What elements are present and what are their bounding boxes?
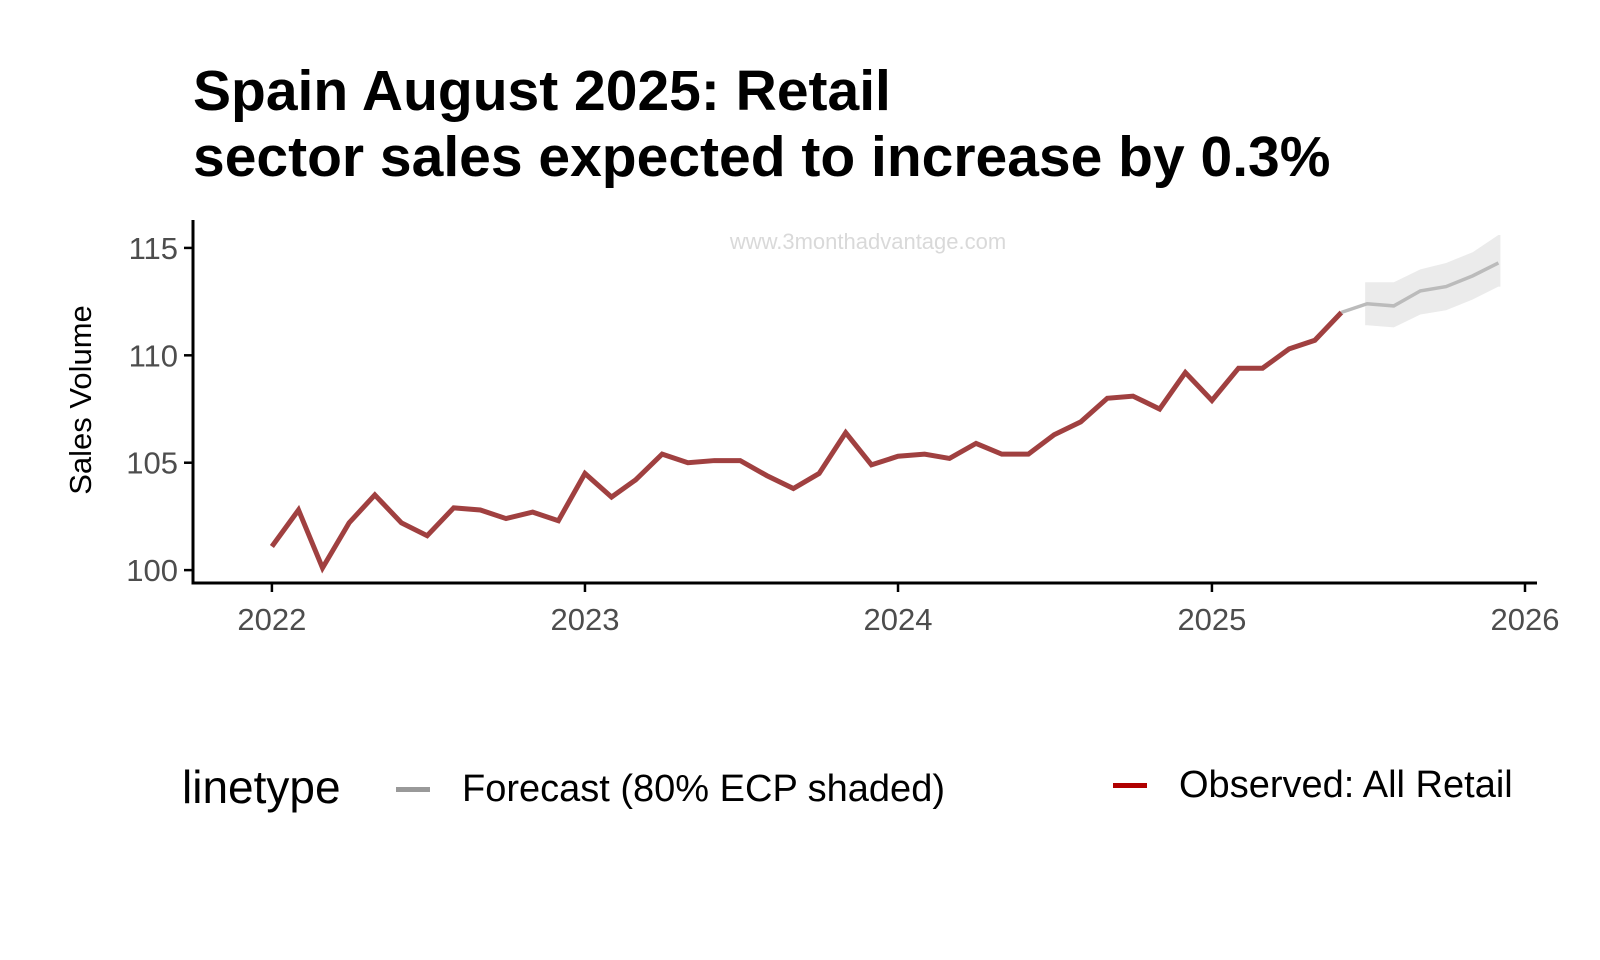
x-tick-label: 2022 [237,602,306,637]
x-tick-label: 2025 [1177,602,1246,637]
legend: linetype Forecast (80% ECP shaded) Obser… [182,760,1582,830]
axes: 100 105 110 115 2022 2023 2024 2025 2026 [126,220,1559,637]
chart-title-line-2: sector sales expected to increase by 0.3… [193,125,1331,189]
y-tick-label: 105 [126,446,178,481]
x-tick-label: 2024 [864,602,933,637]
legend-item-observed: Observed: All Retail [1113,764,1513,807]
line-chart: www.3monthadvantage.com Sales Volume 100… [63,220,1559,637]
watermark: www.3monthadvantage.com [729,229,1006,254]
y-tick-label: 110 [129,338,178,373]
legend-label-observed: Observed: All Retail [1179,764,1513,806]
legend-item-forecast: Forecast (80% ECP shaded) [396,768,945,811]
legend-key-observed [1113,783,1147,788]
legend-title: linetype [182,761,341,813]
forecast-band-layer [1365,235,1501,328]
y-tick-label: 100 [126,553,178,588]
legend-label-forecast: Forecast (80% ECP shaded) [462,768,945,810]
x-tick-label: 2023 [550,602,619,637]
forecast-interval-band [1365,235,1501,328]
observed-series-line [269,310,1344,574]
series-layer [269,261,1500,574]
y-axis-title: Sales Volume [63,305,98,495]
chart-title-line-1: Spain August 2025: Retail [193,59,891,123]
y-tick-label: 115 [129,231,178,266]
legend-key-forecast [396,787,430,792]
chart-title: Spain August 2025: Retail sector sales e… [193,58,1330,190]
x-tick-label: 2026 [1491,602,1560,637]
